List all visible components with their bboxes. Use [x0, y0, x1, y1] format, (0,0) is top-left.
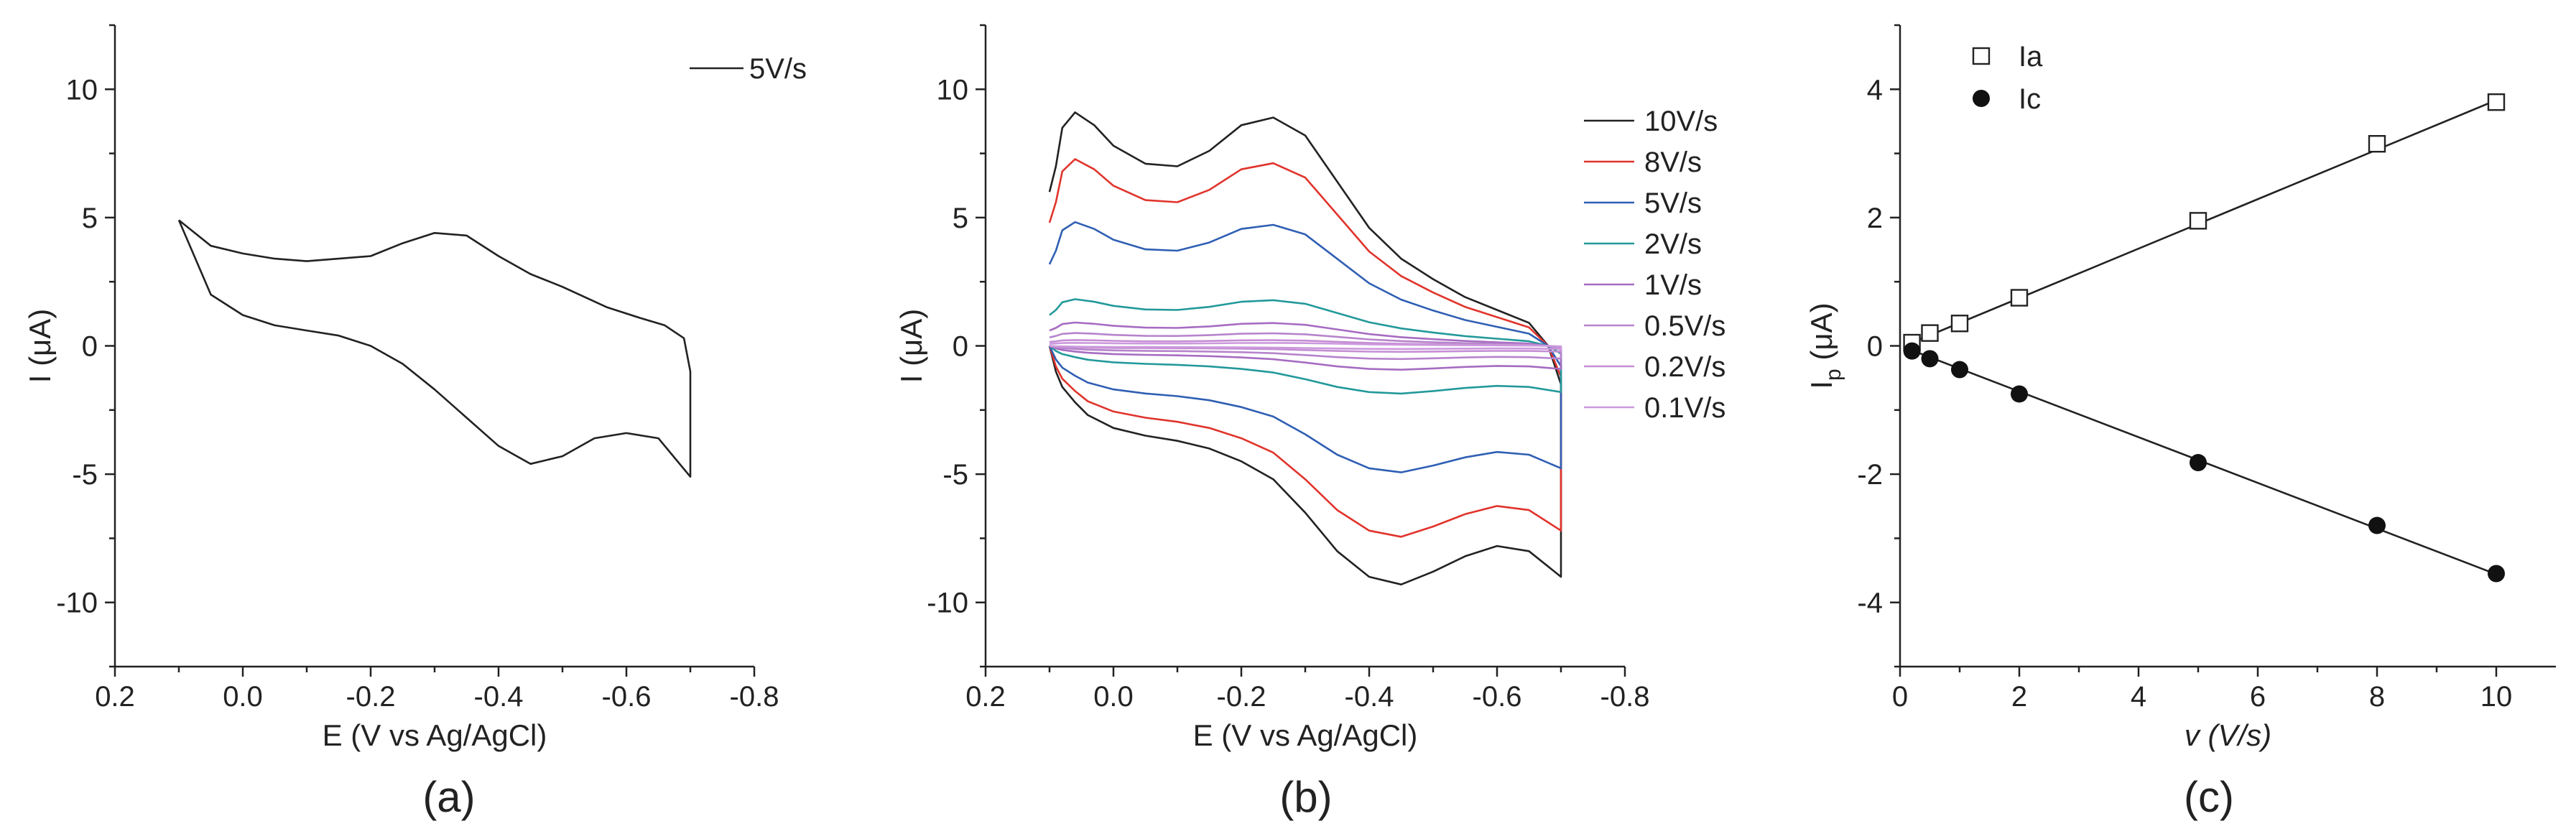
legend-label: 1V/s [1644, 269, 1702, 301]
y-axis-label: I (μA) [23, 309, 57, 384]
y-tick-label: 5 [953, 203, 968, 234]
y-tick-label: -4 [1857, 588, 1883, 619]
x-tick-label: 6 [2250, 681, 2266, 713]
x-tick-label: -0.4 [1345, 681, 1394, 713]
panel-label: (b) [1279, 773, 1332, 821]
data-point-Ic [2368, 516, 2386, 534]
y-axis-label-main: I [1804, 381, 1838, 389]
x-tick-label: 0.0 [223, 681, 263, 713]
legend-label: 5V/s [749, 53, 807, 85]
data-point-Ia [2010, 289, 2029, 307]
y-tick-label: -5 [72, 459, 98, 491]
x-tick-label: 8 [2369, 681, 2385, 713]
x-tick-label: 4 [2131, 681, 2146, 713]
y-tick-label: 5 [82, 203, 98, 234]
y-tick-label: 4 [1867, 74, 1883, 106]
y-axis-label: I (μA) [894, 309, 928, 384]
legend-label: 2V/s [1644, 228, 1702, 260]
data-point-Ia [1921, 324, 1939, 342]
series-line-5V/s [177, 219, 692, 478]
y-axis-label: Ip (μA) [1804, 302, 1845, 389]
x-tick-label: 0.0 [1093, 681, 1134, 713]
data-point-Ia [2487, 93, 2506, 111]
x-tick-label: 10 [2480, 681, 2513, 713]
x-tick-label: -0.4 [474, 681, 524, 713]
y-axis-label-sub: p [1822, 368, 1845, 381]
data-point-Ia [1950, 315, 1969, 333]
y-tick-label: 10 [66, 74, 98, 106]
legend-label: 10V/s [1644, 106, 1718, 137]
x-tick-label: -0.2 [346, 681, 396, 713]
data-point-Ic [1921, 350, 1939, 368]
data-point-Ic [2011, 385, 2028, 403]
x-axis-label: v (V/s) [2184, 718, 2271, 752]
series-line-0.1V/s [1049, 342, 1562, 351]
y-tick-label: 0 [953, 331, 968, 363]
data-point-Ia [2368, 135, 2386, 153]
panel-label: (a) [422, 773, 475, 821]
data-point-Ia [2189, 212, 2207, 230]
y-tick-label: 0 [82, 331, 98, 363]
x-tick-label: -0.2 [1217, 681, 1266, 713]
y-tick-label: -2 [1857, 459, 1883, 491]
x-tick-label: -0.6 [1473, 681, 1522, 713]
data-point-Ic [2190, 454, 2207, 472]
legend-label: Ic [2019, 83, 2041, 115]
panel-label: (c) [2184, 773, 2234, 821]
x-tick-label: -0.6 [602, 681, 652, 713]
x-tick-label: 0.2 [965, 681, 1006, 713]
y-tick-label: -5 [942, 459, 968, 491]
legend-marker [1972, 47, 1991, 65]
x-axis-label: E (V vs Ag/AgCl) [1193, 718, 1418, 752]
panel-c: 0 2 4 6 8 10 -4 -2 0 2 4 v (V/s) (c) Ip (μA) Ia Ic [1804, 24, 2556, 821]
data-point-Ic [2488, 565, 2505, 583]
x-tick-label: 2 [2011, 681, 2027, 713]
data-point-Ic [1903, 342, 1921, 360]
panel-b: 0.2 0.0 -0.2 -0.4 -0.6 -0.8 -10 -5 0 5 10 E (V vs A… [894, 24, 1725, 821]
y-tick-label: 2 [1867, 203, 1883, 234]
legend-label: 0.2V/s [1644, 351, 1725, 383]
x-tick-label: -0.8 [1600, 681, 1650, 713]
legend-label: 0.5V/s [1644, 310, 1725, 342]
x-axis-label: E (V vs Ag/AgCl) [323, 718, 547, 752]
x-tick-label: 0.2 [95, 681, 135, 713]
y-axis-label-unit: (μA) [1804, 302, 1838, 368]
y-tick-label: -10 [56, 588, 98, 619]
y-tick-label: 10 [937, 74, 969, 106]
legend-label: 0.1V/s [1644, 392, 1725, 424]
legend-marker [1973, 90, 1990, 107]
y-tick-label: 0 [1867, 331, 1883, 363]
legend-label: 8V/s [1644, 147, 1702, 178]
panel-a: 0.2 0.0 -0.2 -0.4 -0.6 -0.8 -10 -5 0 5 10 E (V vs A… [23, 24, 807, 821]
legend-label: Ia [2019, 41, 2043, 73]
y-tick-label: -10 [927, 588, 968, 619]
data-point-Ic [1951, 361, 1968, 379]
x-tick-label: -0.8 [730, 681, 779, 713]
x-tick-label: 0 [1892, 681, 1908, 713]
legend-label: 5V/s [1644, 187, 1702, 219]
